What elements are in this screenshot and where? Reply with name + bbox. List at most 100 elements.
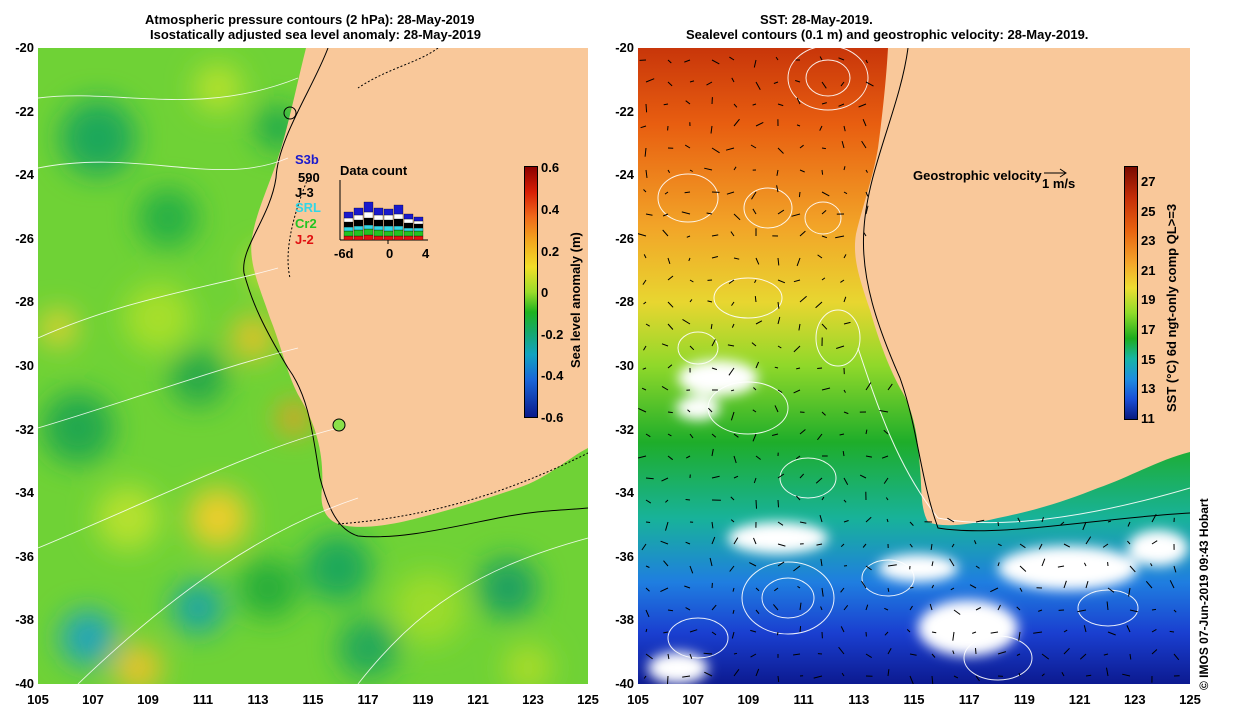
sst-colorbar-label: SST (°C) 6d ngt-only comp QL>=3: [1164, 203, 1179, 412]
left-y-tick: -26: [15, 230, 34, 246]
left-x-tick: 119: [412, 692, 434, 707]
legend-sat-590: 590: [298, 170, 320, 185]
geostrophic-velocity-arrows: [638, 56, 1180, 684]
velocity-arrow: [773, 604, 779, 611]
velocity-arrow: [865, 516, 872, 523]
velocity-arrow: [777, 543, 786, 547]
velocity-arrow: [796, 495, 801, 501]
velocity-arrow: [645, 521, 651, 523]
velocity-arrow: [661, 385, 669, 391]
velocity-arrow: [689, 629, 698, 633]
velocity-arrow: [798, 191, 801, 198]
velocity-arrow: [643, 345, 647, 351]
velocity-arrow: [840, 587, 845, 593]
velocity-arrow: [821, 323, 828, 330]
velocity-arrow: [750, 144, 757, 149]
velocity-arrow: [777, 209, 785, 215]
velocity-arrow: [795, 455, 801, 460]
velocity-arrow: [1057, 565, 1065, 568]
data-count-title: Data count: [340, 163, 408, 178]
sla-tick: 0.6: [541, 160, 560, 175]
right-x-tick: 109: [737, 692, 760, 707]
velocity-arrow: [664, 191, 669, 195]
left-x-tick: 125: [577, 692, 599, 707]
velocity-arrow: [838, 57, 845, 61]
velocity-arrow: [730, 519, 735, 523]
left-y-tick: -22: [15, 103, 34, 119]
velocity-arrow: [953, 675, 959, 679]
velocity-arrow: [732, 609, 735, 614]
velocity-arrow: [684, 191, 691, 194]
velocity-arrow: [733, 118, 740, 127]
histogram-bar-segment: [373, 219, 384, 227]
velocity-arrow: [840, 543, 845, 548]
left-y-tick: -40: [15, 676, 34, 691]
sst-map: [638, 48, 1190, 684]
velocity-arrow: [684, 144, 691, 149]
velocity-arrow: [843, 254, 847, 259]
legend-sat-j3: J-3: [295, 185, 314, 200]
velocity-arrow: [749, 562, 757, 567]
velocity-arrow: [755, 320, 763, 325]
velocity-arrow: [689, 169, 693, 172]
velocity-arrow: [707, 300, 713, 303]
velocity-arrow: [1169, 630, 1175, 633]
velocity-arrow: [820, 606, 823, 611]
velocity-arrow: [755, 257, 760, 265]
imos-credit: © IMOS 07-Jun-2019 09:43 Hobart: [1197, 498, 1211, 690]
sla-tick: -0.4: [541, 368, 564, 383]
velocity-arrow: [733, 433, 739, 438]
right-y-tick: -30: [615, 358, 634, 373]
velocity-arrow: [645, 169, 648, 178]
histogram-bar-segment: [413, 227, 424, 232]
velocity-arrow: [820, 558, 823, 567]
right-y-tick: -22: [615, 103, 634, 119]
histogram-bar-segment: [343, 217, 354, 223]
right-x-tick: 107: [682, 692, 705, 707]
right-title-line2: Sealevel contours (0.1 m) and geostrophi…: [686, 27, 1089, 42]
velocity-arrow: [728, 279, 735, 284]
data-count-axis-end: 4: [422, 246, 430, 261]
velocity-arrow: [1107, 520, 1112, 523]
velocity-arrow: [711, 521, 714, 529]
velocity-arrow: [821, 387, 831, 391]
velocity-arrow: [643, 675, 647, 679]
bathymetry-contour: [243, 48, 588, 538]
velocity-arrow: [909, 586, 914, 589]
velocity-arrow: [865, 455, 872, 458]
left-x-tick: 109: [137, 692, 159, 707]
velocity-arrow: [975, 519, 985, 523]
left-x-tick: 113: [247, 692, 269, 707]
velocity-arrow: [1041, 653, 1050, 660]
velocity-arrow: [838, 646, 845, 655]
velocity-arrow: [1018, 672, 1021, 677]
velocity-arrow: [1169, 580, 1175, 589]
velocity-arrow: [688, 257, 691, 262]
velocity-arrow: [643, 301, 647, 305]
velocity-arrow: [840, 81, 845, 87]
velocity-arrow: [843, 604, 849, 611]
velocity-arrow: [667, 433, 672, 437]
velocity-arrow: [667, 169, 671, 174]
velocity-arrow: [731, 631, 735, 639]
histogram-bar-segment: [373, 235, 384, 241]
velocity-arrow: [710, 323, 713, 330]
right-y-tick: -34: [615, 485, 634, 501]
velocity-arrow: [645, 477, 654, 480]
sst-tick: 17: [1141, 322, 1156, 337]
velocity-arrow: [813, 675, 823, 679]
velocity-legend-label: Geostrophic velocity: [913, 168, 1042, 183]
velocity-arrow: [887, 587, 890, 592]
velocity-arrow: [1041, 517, 1044, 523]
velocity-arrow: [931, 631, 937, 634]
left-title-line1: Atmospheric pressure contours (2 hPa): 2…: [145, 12, 475, 27]
velocity-arrow: [1019, 543, 1026, 549]
velocity-arrow: [1038, 543, 1043, 550]
velocity-arrow: [1106, 667, 1109, 677]
velocity-arrow: [685, 100, 691, 105]
velocity-arrow: [711, 256, 719, 259]
velocity-arrow: [711, 631, 717, 636]
velocity-arrow: [774, 405, 779, 413]
velocity-arrow: [931, 675, 934, 684]
velocity-arrow: [753, 537, 757, 545]
